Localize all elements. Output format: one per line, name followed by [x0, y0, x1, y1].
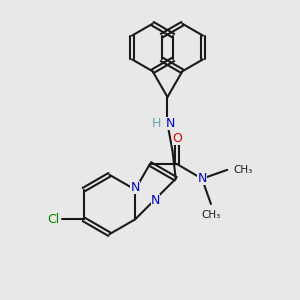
Text: N: N	[130, 182, 140, 194]
Text: CH₃: CH₃	[201, 210, 220, 220]
Text: CH₃: CH₃	[233, 165, 253, 175]
Text: O: O	[172, 132, 182, 145]
Text: N: N	[151, 194, 160, 207]
Text: N: N	[197, 172, 207, 185]
Text: N: N	[166, 117, 176, 130]
Text: H: H	[152, 117, 162, 130]
Text: Cl: Cl	[48, 213, 60, 226]
